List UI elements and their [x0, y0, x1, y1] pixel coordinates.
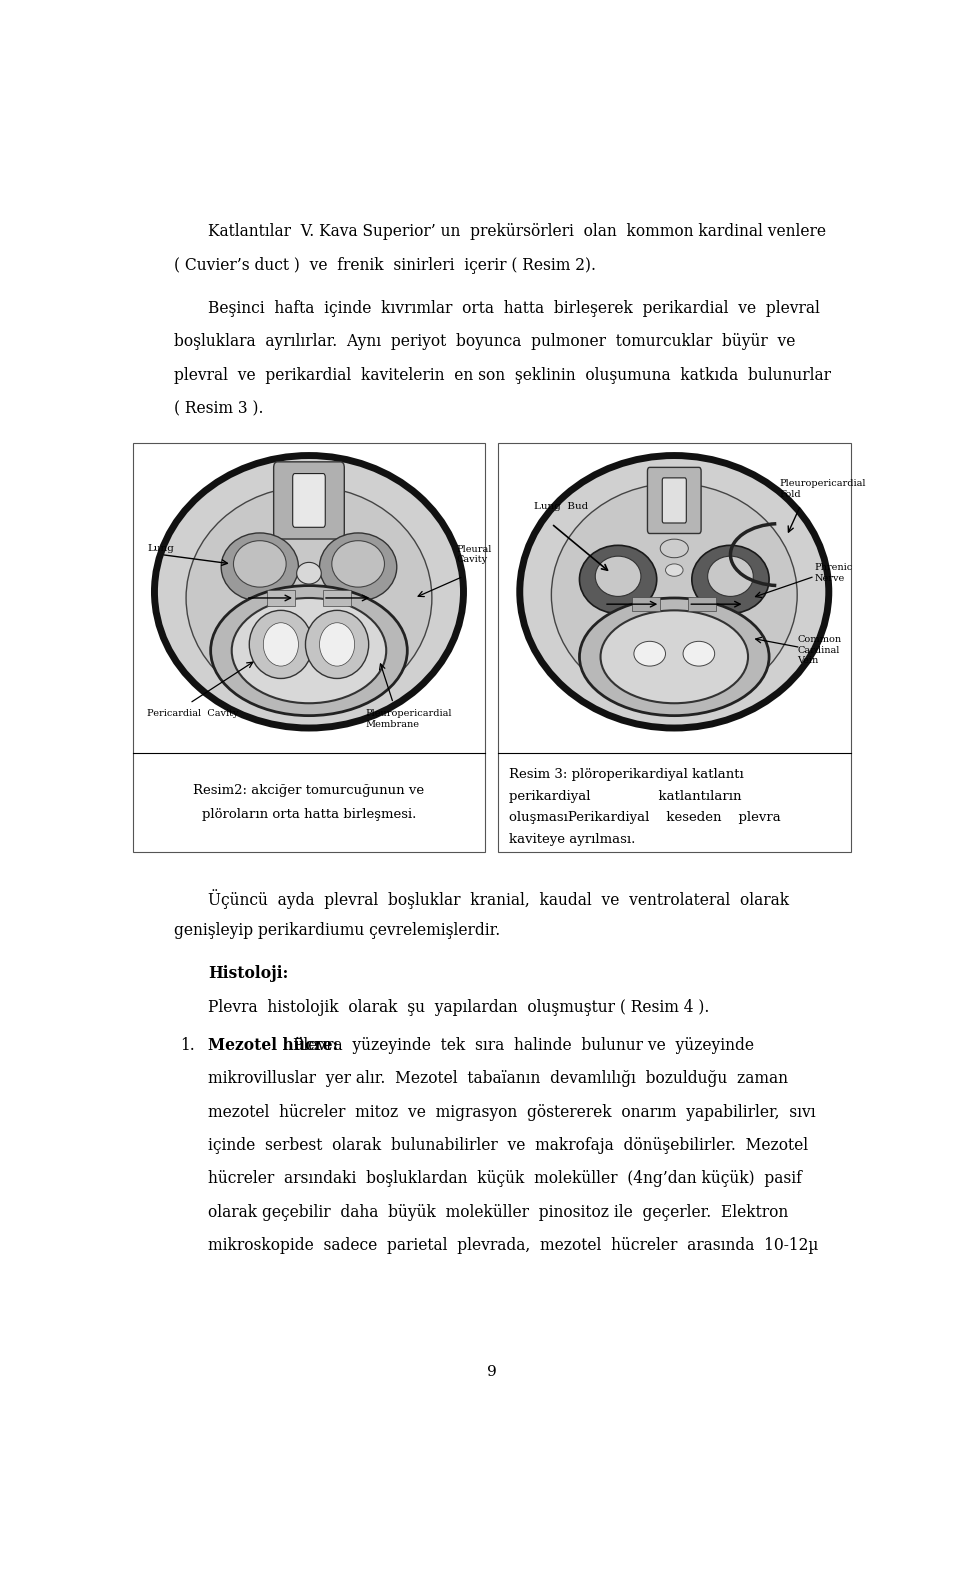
- Text: Pericardial  Cavity: Pericardial Cavity: [148, 710, 239, 719]
- Text: Lung: Lung: [148, 544, 175, 554]
- Ellipse shape: [601, 610, 748, 703]
- Ellipse shape: [665, 565, 684, 576]
- Text: Lung  Bud: Lung Bud: [534, 501, 588, 511]
- Text: oluşmasıPerikardiyal    keseden    plevra: oluşmasıPerikardiyal keseden plevra: [509, 812, 780, 825]
- Ellipse shape: [263, 623, 299, 665]
- Text: Common
Cardinal
Vein: Common Cardinal Vein: [797, 636, 841, 665]
- Ellipse shape: [551, 484, 797, 706]
- Ellipse shape: [250, 610, 313, 678]
- Text: Katlantılar  V. Kava Superior’ un  prekürsörleri  olan  kommon kardinal venlere: Katlantılar V. Kava Superior’ un prekürs…: [207, 224, 826, 240]
- Text: Pleural
Cavity: Pleural Cavity: [456, 544, 492, 565]
- Ellipse shape: [320, 623, 354, 665]
- Text: içinde  serbest  olarak  bulunabilirler  ve  makrofaja  dönüşebilirler.  Mezotel: içinde serbest olarak bulunabilirler ve …: [207, 1137, 808, 1154]
- Text: mikroskopide  sadece  parietal  plevrada,  mezotel  hücreler  arasında  10-12µ: mikroskopide sadece parietal plevrada, m…: [207, 1238, 818, 1254]
- Text: kaviteye ayrılması.: kaviteye ayrılması.: [509, 833, 636, 847]
- FancyBboxPatch shape: [274, 462, 345, 539]
- Text: hücreler  arsındaki  boşluklardan  küçük  moleküller  (4ng’dan küçük)  pasif: hücreler arsındaki boşluklardan küçük mo…: [207, 1170, 802, 1187]
- Text: Resim2: akciğer tomurcuğunun ve: Resim2: akciğer tomurcuğunun ve: [193, 784, 424, 796]
- Text: Phrenic
Nerve: Phrenic Nerve: [815, 563, 853, 583]
- Text: Pleuropericardial
Membrane: Pleuropericardial Membrane: [365, 710, 451, 729]
- Ellipse shape: [297, 563, 322, 583]
- Text: perikardiyal                katlantıların: perikardiyal katlantıların: [509, 790, 742, 803]
- Ellipse shape: [332, 541, 384, 587]
- Ellipse shape: [305, 610, 369, 678]
- Bar: [267, 590, 295, 606]
- Ellipse shape: [634, 642, 665, 665]
- Ellipse shape: [692, 546, 769, 613]
- Ellipse shape: [595, 557, 641, 596]
- Bar: [133, 443, 485, 852]
- Text: 1.: 1.: [180, 1036, 195, 1053]
- FancyBboxPatch shape: [293, 473, 325, 527]
- Ellipse shape: [221, 533, 299, 601]
- Bar: [323, 590, 351, 606]
- Text: mezotel  hücreler  mitoz  ve  migrasyon  göstererek  onarım  yapabilirler,  sıvı: mezotel hücreler mitoz ve migrasyon göst…: [207, 1104, 815, 1121]
- Text: plöroların orta hatta birleşmesi.: plöroların orta hatta birleşmesi.: [202, 807, 417, 822]
- Ellipse shape: [186, 486, 432, 710]
- Bar: [632, 598, 660, 610]
- Text: ( Resim 3 ).: ( Resim 3 ).: [175, 401, 264, 416]
- Text: plevral  ve  perikardial  kavitelerin  en son  şeklinin  oluşumuna  katkıda  bul: plevral ve perikardial kavitelerin en so…: [175, 366, 831, 383]
- Text: 9: 9: [487, 1366, 497, 1380]
- Ellipse shape: [155, 456, 464, 729]
- Text: Plevra  histolojik  olarak  şu  yapılardan  oluşmuştur ( Resim 4 ).: Plevra histolojik olarak şu yapılardan o…: [207, 998, 709, 1016]
- Text: ( Cuvier’s duct )  ve  frenik  sinirleri  içerir ( Resim 2).: ( Cuvier’s duct ) ve frenik sinirleri iç…: [175, 257, 596, 274]
- Ellipse shape: [708, 557, 754, 596]
- Bar: [498, 443, 851, 852]
- Text: mikrovilluslar  yer alır.  Mezotel  tabaïanın  devamlılığı  bozulduğu  zaman: mikrovilluslar yer alır. Mezotel tabaïan…: [207, 1071, 788, 1087]
- Text: olarak geçebilir  daha  büyük  moleküller  pinositoz ile  geçerler.  Elektron: olarak geçebilir daha büyük moleküller p…: [207, 1203, 788, 1221]
- Ellipse shape: [684, 642, 714, 665]
- Ellipse shape: [660, 539, 688, 558]
- Text: Plevra  yüzeyinde  tek  sıra  halinde  bulunur ve  yüzeyinde: Plevra yüzeyinde tek sıra halinde bulunu…: [294, 1036, 755, 1053]
- FancyBboxPatch shape: [647, 467, 701, 533]
- Text: Beşinci  hafta  içinde  kıvrımlar  orta  hatta  birleşerek  perikardial  ve  ple: Beşinci hafta içinde kıvrımlar orta hatt…: [207, 300, 820, 317]
- Bar: [688, 598, 716, 610]
- Ellipse shape: [210, 585, 407, 716]
- Text: Histoloji:: Histoloji:: [207, 965, 288, 982]
- Ellipse shape: [320, 533, 396, 601]
- Text: Üçüncü  ayda  plevral  boşluklar  kranial,  kaudal  ve  ventrolateral  olarak: Üçüncü ayda plevral boşluklar kranial, k…: [207, 889, 789, 908]
- Ellipse shape: [580, 598, 769, 716]
- Ellipse shape: [519, 456, 828, 729]
- Text: Resim 3: plöroperikardiyal katlantı: Resim 3: plöroperikardiyal katlantı: [509, 768, 744, 781]
- Ellipse shape: [231, 598, 386, 703]
- FancyBboxPatch shape: [662, 478, 686, 524]
- Text: Mezotel hücre:: Mezotel hücre:: [207, 1036, 344, 1053]
- Text: genişleyip perikardiumu çevrelemişlerdir.: genişleyip perikardiumu çevrelemişlerdir…: [175, 923, 500, 938]
- Ellipse shape: [580, 546, 657, 613]
- Text: Pleuropericardial
Fold: Pleuropericardial Fold: [780, 479, 866, 498]
- Text: boşluklara  ayrılırlar.  Aynı  periyot  boyunca  pulmoner  tomurcuklar  büyür  v: boşluklara ayrılırlar. Aynı periyot boyu…: [175, 333, 796, 350]
- Ellipse shape: [233, 541, 286, 587]
